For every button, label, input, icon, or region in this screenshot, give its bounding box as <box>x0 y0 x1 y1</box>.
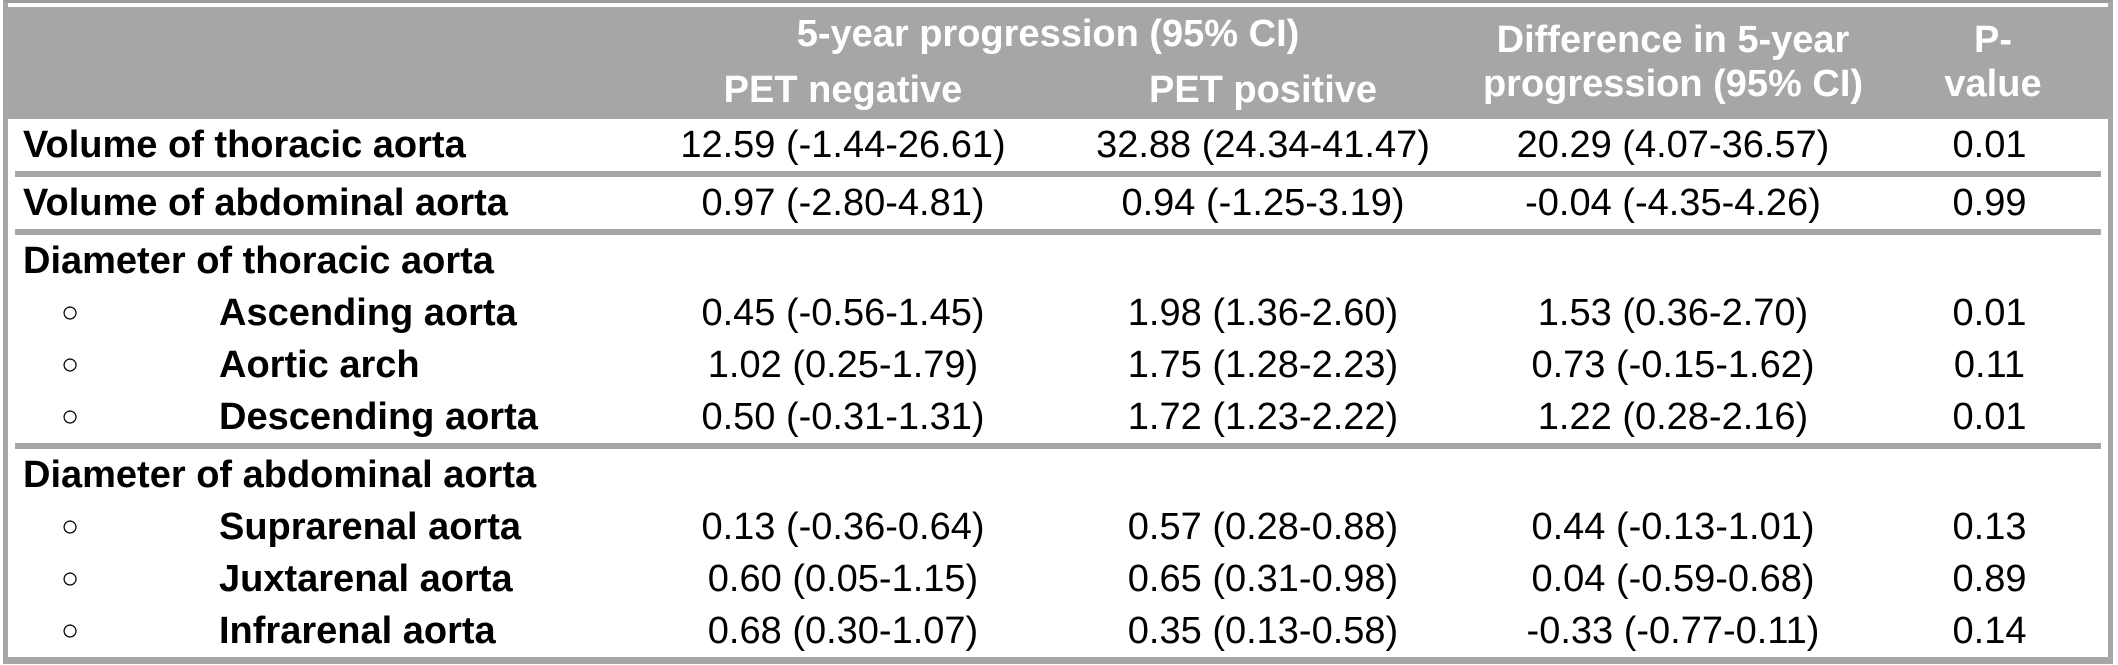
table-row-aortic-arch: ○ Aortic arch 1.02 (0.25-1.79) 1.75 (1.2… <box>15 339 2101 391</box>
column-header-pet-negative: PET negative <box>723 69 963 112</box>
pet-positive-value: 0.35 (0.13-0.58) <box>1127 609 1399 652</box>
difference-value: 1.22 (0.28-2.16) <box>1537 395 1809 438</box>
p-value: 0.11 <box>1953 343 2026 386</box>
pet-negative-value: 12.59 (-1.44-26.61) <box>680 123 1006 166</box>
column-header-p-value: P- value <box>1878 19 2108 106</box>
circle-bullet-icon: ○ <box>61 562 80 595</box>
table-section-diameter-abdominal: Diameter of abdominal aorta <box>15 443 2101 501</box>
table-row-suprarenal-aorta: ○ Suprarenal aorta 0.13 (-0.36-0.64) 0.5… <box>15 501 2101 553</box>
difference-value: -0.33 (-0.77-0.11) <box>1526 609 1820 652</box>
p-value: 0.14 <box>1952 609 2027 652</box>
difference-value: 1.53 (0.36-2.70) <box>1537 291 1809 334</box>
p-value: 0.01 <box>1952 123 2027 166</box>
section-label: Diameter of thoracic aorta <box>23 239 494 282</box>
pet-negative-value: 0.97 (-2.80-4.81) <box>701 181 985 224</box>
circle-bullet-icon: ○ <box>61 296 80 329</box>
table-row-volume-thoracic: Volume of thoracic aorta 12.59 (-1.44-26… <box>15 119 2101 171</box>
row-label: Aortic arch <box>219 343 420 386</box>
column-group-header-progression: 5-year progression (95% CI) <box>796 13 1300 56</box>
table-row-volume-abdominal: Volume of abdominal aorta 0.97 (-2.80-4.… <box>15 171 2101 229</box>
row-label: Volume of abdominal aorta <box>23 181 508 224</box>
pet-positive-value: 0.94 (-1.25-3.19) <box>1121 181 1405 224</box>
circle-bullet-icon: ○ <box>61 510 80 543</box>
pet-negative-value: 0.13 (-0.36-0.64) <box>701 505 985 548</box>
table-section-diameter-thoracic: Diameter of thoracic aorta <box>15 229 2101 287</box>
pet-negative-value: 1.02 (0.25-1.79) <box>707 343 979 386</box>
row-label: Suprarenal aorta <box>219 505 521 548</box>
difference-value: 0.44 (-0.13-1.01) <box>1531 505 1815 548</box>
p-value: 0.89 <box>1952 557 2027 600</box>
pet-negative-value: 0.45 (-0.56-1.45) <box>701 291 985 334</box>
row-label: Infrarenal aorta <box>219 609 496 652</box>
column-header-difference-line2: progression (95% CI) <box>1482 63 1864 105</box>
p-value: 0.99 <box>1952 181 2027 224</box>
progression-results-table: 5-year progression (95% CI) PET negative… <box>3 0 2113 664</box>
row-label: Juxtarenal aorta <box>219 557 513 600</box>
table-row-infrarenal-aorta: ○ Infrarenal aorta 0.68 (0.30-1.07) 0.35… <box>15 605 2101 657</box>
table-body: Volume of thoracic aorta 12.59 (-1.44-26… <box>8 119 2108 657</box>
row-label: Ascending aorta <box>219 291 517 334</box>
p-value: 0.01 <box>1952 291 2027 334</box>
table-row-descending-aorta: ○ Descending aorta 0.50 (-0.31-1.31) 1.7… <box>15 391 2101 443</box>
p-value: 0.13 <box>1952 505 2027 548</box>
pet-negative-value: 0.60 (0.05-1.15) <box>707 557 979 600</box>
column-header-p-value-line1: P- <box>1974 19 2012 62</box>
pet-positive-value: 0.57 (0.28-0.88) <box>1127 505 1399 548</box>
pet-positive-value: 1.75 (1.28-2.23) <box>1127 343 1399 386</box>
circle-bullet-icon: ○ <box>61 614 80 647</box>
difference-value: 0.73 (-0.15-1.62) <box>1531 343 1815 386</box>
circle-bullet-icon: ○ <box>61 400 80 433</box>
column-header-p-value-line2: value <box>1944 63 2042 105</box>
row-label: Descending aorta <box>219 395 538 438</box>
difference-value: 0.04 (-0.59-0.68) <box>1531 557 1815 600</box>
table-row-ascending-aorta: ○ Ascending aorta 0.45 (-0.56-1.45) 1.98… <box>15 287 2101 339</box>
table-header: 5-year progression (95% CI) PET negative… <box>8 7 2108 119</box>
pet-positive-value: 32.88 (24.34-41.47) <box>1096 123 1430 166</box>
pet-positive-value: 1.98 (1.36-2.60) <box>1127 291 1399 334</box>
pet-positive-value: 1.72 (1.23-2.22) <box>1127 395 1399 438</box>
difference-value: -0.04 (-4.35-4.26) <box>1525 181 1821 224</box>
pet-positive-value: 0.65 (0.31-0.98) <box>1127 557 1399 600</box>
circle-bullet-icon: ○ <box>61 348 80 381</box>
pet-negative-value: 0.50 (-0.31-1.31) <box>701 395 985 438</box>
column-header-difference-line1: Difference in 5-year <box>1496 19 1850 62</box>
pet-negative-value: 0.68 (0.30-1.07) <box>707 609 979 652</box>
row-label: Volume of thoracic aorta <box>23 123 466 166</box>
column-header-pet-positive: PET positive <box>1148 69 1378 112</box>
table-row-juxtarenal-aorta: ○ Juxtarenal aorta 0.60 (0.05-1.15) 0.65… <box>15 553 2101 605</box>
difference-value: 20.29 (4.07-36.57) <box>1516 123 1830 166</box>
column-header-difference: Difference in 5-year progression (95% CI… <box>1468 19 1878 106</box>
p-value: 0.01 <box>1952 395 2027 438</box>
section-label: Diameter of abdominal aorta <box>23 453 537 496</box>
